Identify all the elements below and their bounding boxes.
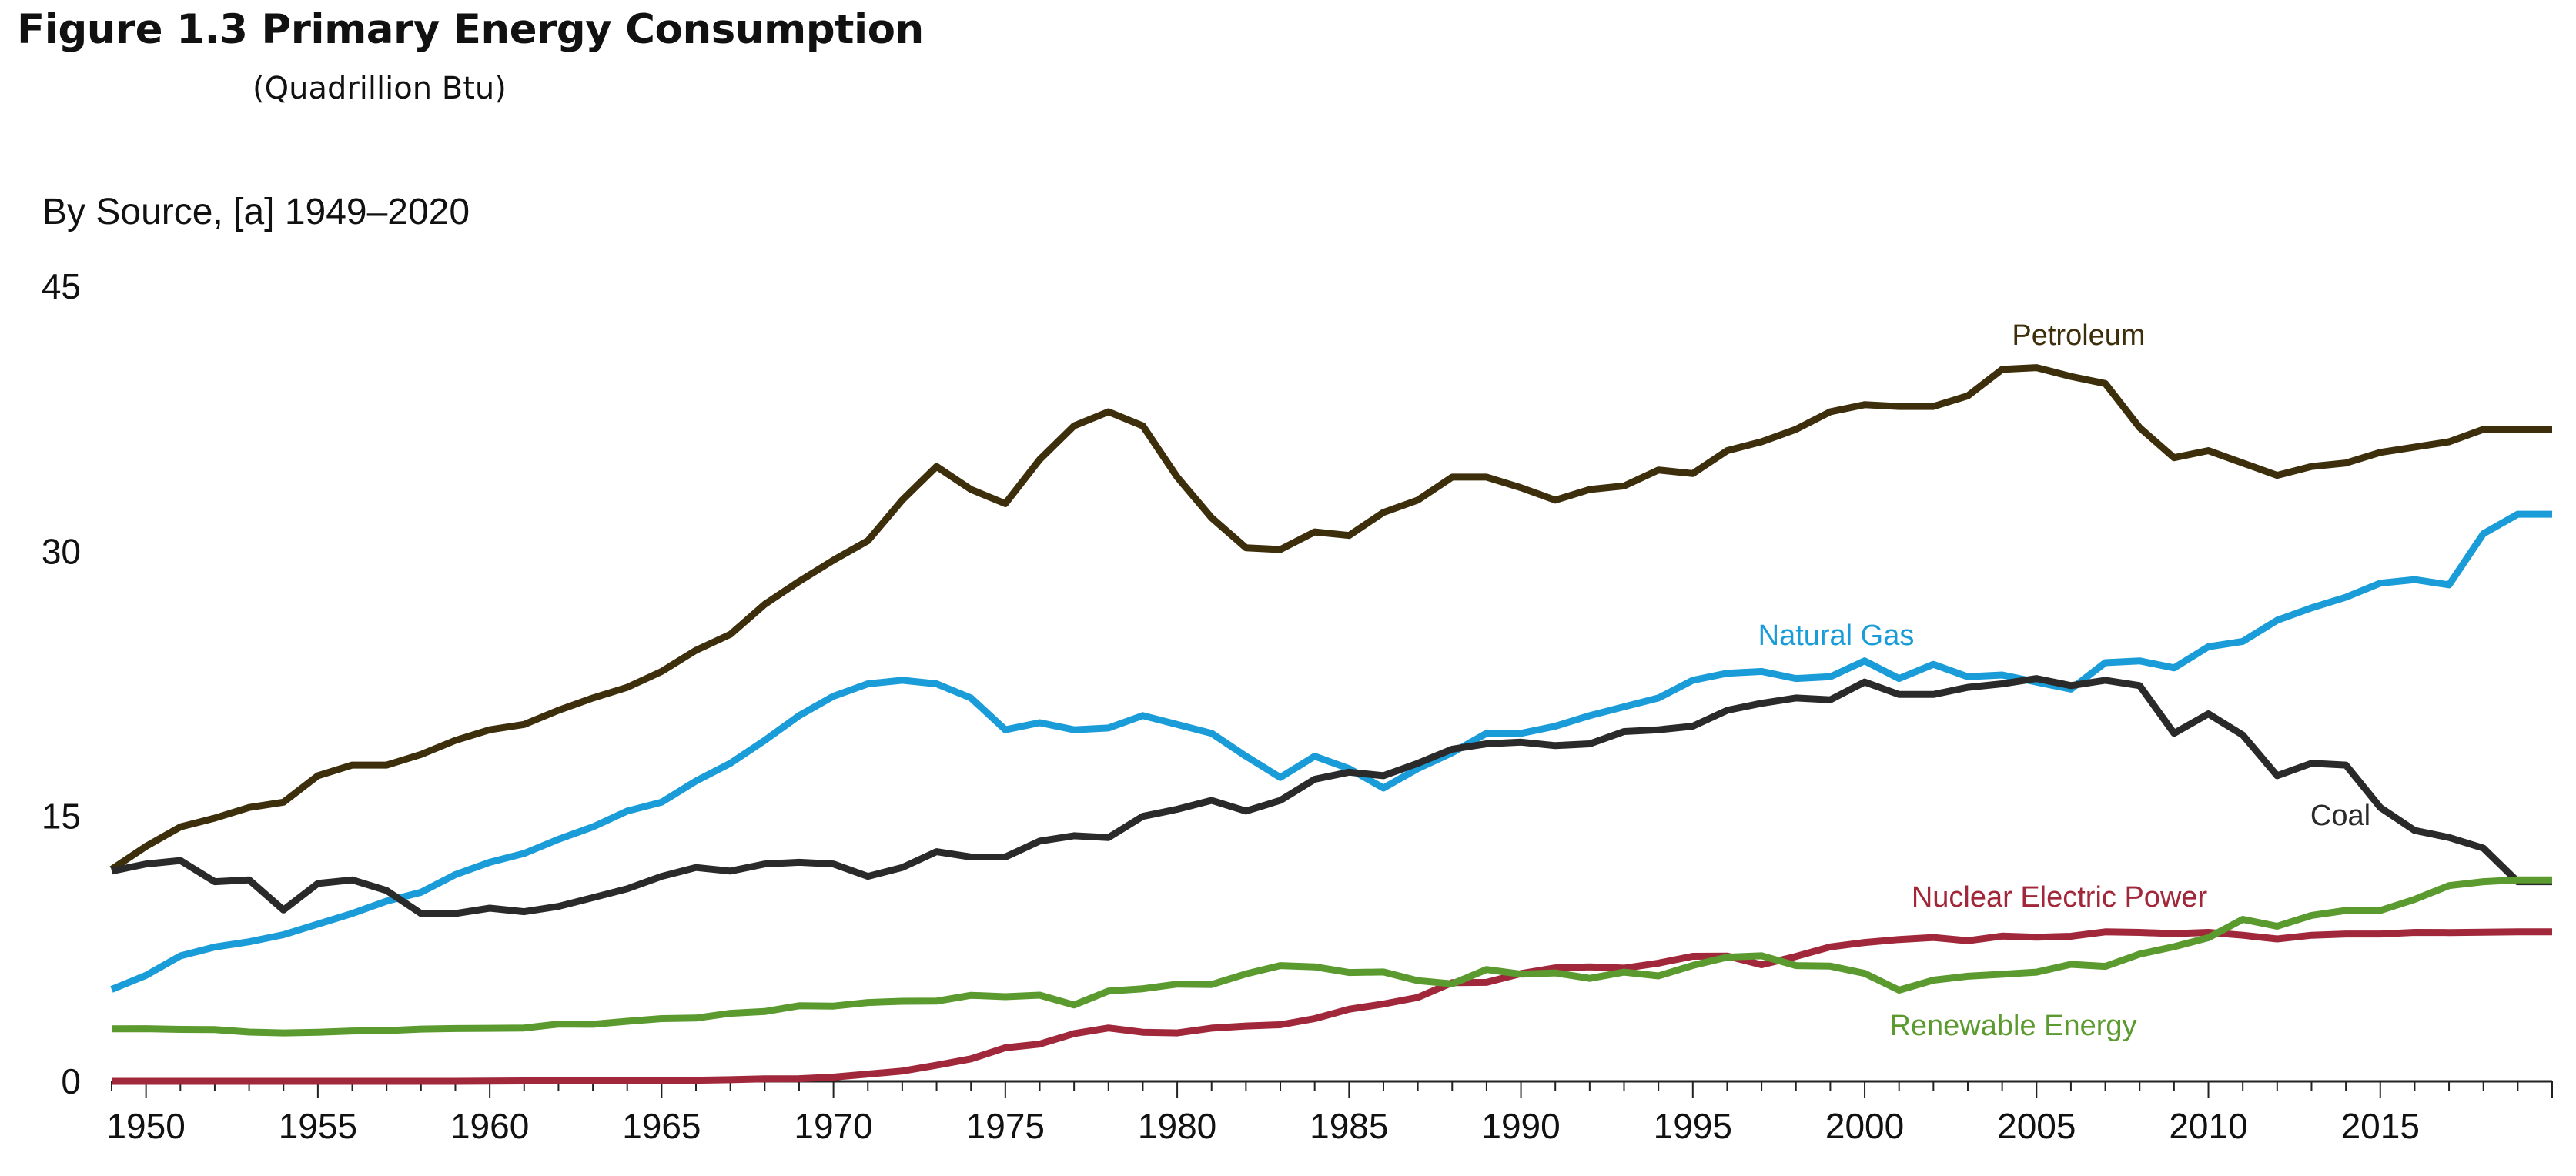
y-tick-label: 0 (61, 1061, 81, 1101)
x-tick-label: 1975 (966, 1106, 1045, 1146)
chart-subtitle: By Source, [a] 1949–2020 (42, 192, 470, 232)
series-line-coal (111, 675, 2552, 917)
chart-series-lines (109, 364, 2552, 1085)
x-tick-label: 2000 (1825, 1106, 1904, 1146)
y-tick-label: 15 (42, 797, 81, 837)
series-line-renewable-energy (111, 876, 2552, 1037)
x-tick-label: 2015 (2341, 1106, 2420, 1146)
series-label-coal: Coal (2310, 800, 2370, 832)
series-line-natural-gas (110, 510, 2552, 993)
x-tick-label: 1960 (450, 1106, 529, 1146)
chart-series-labels: Petroleum Natural Gas Coal Nuclear Electric… (1758, 319, 2370, 1042)
x-tick-label: 1990 (1481, 1106, 1560, 1146)
x-tick-label: 1970 (794, 1106, 872, 1146)
chart-axes: 1950 1955 1960 1965 1970 1975 1980 1985 1990 1995… (42, 266, 2553, 1146)
x-tick-label: 1950 (106, 1106, 185, 1146)
x-tick-label: 1965 (622, 1106, 701, 1146)
y-tick-label: 30 (42, 531, 81, 571)
x-tick-label: 1955 (279, 1106, 357, 1146)
x-tick-label: 1980 (1138, 1106, 1216, 1146)
x-tick-label: 1985 (1310, 1106, 1388, 1146)
figure-title: Figure 1.3 Primary Energy Consumption (17, 6, 924, 53)
series-line-petroleum (109, 364, 2552, 873)
series-label-petroleum: Petroleum (2012, 319, 2145, 352)
figure-units: (Quadrillion Btu) (253, 71, 507, 106)
series-label-renewable-energy: Renewable Energy (1889, 1010, 2136, 1042)
x-tick-label: 2005 (1997, 1106, 2076, 1146)
series-label-natural-gas: Natural Gas (1758, 620, 1915, 652)
series-line-nuclear-electric-power (112, 928, 2552, 1085)
series-label-nuclear-electric-power: Nuclear Electric Power (1912, 881, 2208, 914)
x-tick-label: 1995 (1654, 1106, 1732, 1146)
y-tick-label: 45 (42, 266, 81, 306)
x-tick-label: 2010 (2169, 1106, 2247, 1146)
